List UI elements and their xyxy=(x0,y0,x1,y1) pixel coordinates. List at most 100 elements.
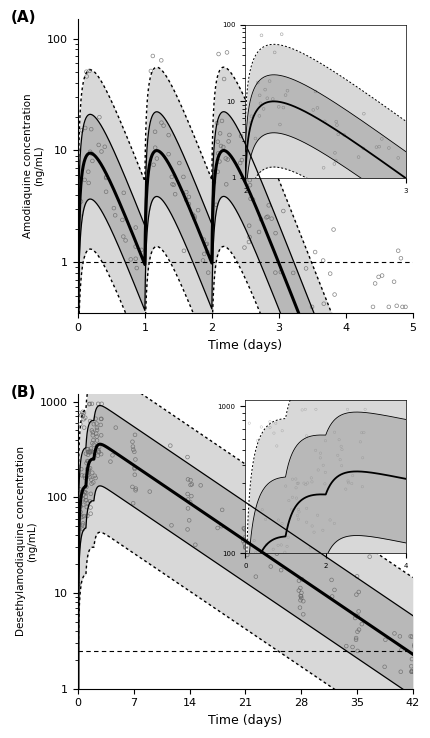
Point xyxy=(238,154,245,166)
Point xyxy=(86,446,93,458)
Point xyxy=(77,410,84,421)
Point xyxy=(150,159,157,170)
Point xyxy=(165,129,172,141)
Point xyxy=(80,499,86,511)
Point xyxy=(112,421,119,433)
Point xyxy=(102,171,109,183)
Point xyxy=(92,413,99,424)
Point xyxy=(410,639,417,651)
Point xyxy=(267,213,274,224)
Point xyxy=(81,486,88,498)
Point xyxy=(80,413,87,425)
Point xyxy=(76,210,83,221)
Point xyxy=(355,624,362,635)
Point xyxy=(189,209,196,221)
Point xyxy=(80,421,87,433)
Point xyxy=(202,238,209,250)
Point xyxy=(252,570,259,582)
Point xyxy=(146,486,153,497)
Point xyxy=(246,174,252,186)
Point xyxy=(131,429,138,441)
Point xyxy=(216,128,223,139)
Point xyxy=(78,125,85,137)
Point xyxy=(75,407,82,418)
Point xyxy=(242,524,249,536)
Point xyxy=(97,413,104,425)
Point xyxy=(182,194,189,206)
Point xyxy=(75,578,82,590)
Point xyxy=(319,255,326,266)
Point xyxy=(84,444,91,455)
Y-axis label: Amodiaquine concentration
(ng/mL): Amodiaquine concentration (ng/mL) xyxy=(23,94,44,238)
Point xyxy=(96,111,103,123)
Point xyxy=(374,271,381,283)
Point xyxy=(222,179,229,190)
Point xyxy=(76,506,83,518)
Point xyxy=(84,497,91,509)
Point xyxy=(85,446,92,458)
Point xyxy=(97,419,104,431)
Point xyxy=(185,198,192,210)
Point xyxy=(77,506,84,518)
Point xyxy=(168,520,175,531)
Point xyxy=(87,502,94,514)
Point xyxy=(352,632,359,644)
Point xyxy=(89,467,95,479)
Point xyxy=(81,470,88,482)
Point xyxy=(88,123,95,135)
Point xyxy=(200,248,207,260)
Point xyxy=(246,231,252,243)
Point xyxy=(240,241,247,253)
Point xyxy=(326,268,333,280)
Point xyxy=(77,509,83,521)
Point xyxy=(267,561,273,573)
Point xyxy=(101,141,108,153)
Point xyxy=(240,523,247,534)
Point xyxy=(215,48,221,60)
Point xyxy=(342,641,349,652)
Point xyxy=(102,172,109,184)
Point xyxy=(93,435,100,446)
Point xyxy=(92,428,99,440)
Point xyxy=(236,157,243,169)
Point xyxy=(271,227,278,239)
Point xyxy=(299,596,306,607)
Point xyxy=(83,463,90,475)
Point xyxy=(203,238,210,249)
Point xyxy=(408,631,415,643)
Point xyxy=(158,117,165,128)
Point xyxy=(78,486,85,497)
Point xyxy=(89,477,96,489)
Point xyxy=(353,570,359,582)
Point xyxy=(225,129,232,141)
Point xyxy=(273,548,280,559)
Point xyxy=(180,171,187,183)
Point xyxy=(398,301,405,313)
Text: (B): (B) xyxy=(11,385,36,400)
Point xyxy=(86,462,93,474)
Point xyxy=(86,472,93,483)
Point xyxy=(122,235,129,246)
Point xyxy=(354,586,361,598)
Point xyxy=(80,407,87,418)
Point xyxy=(217,140,224,152)
Point xyxy=(277,266,284,278)
Point xyxy=(81,174,88,186)
Point xyxy=(240,535,246,547)
Point xyxy=(77,500,84,512)
Point xyxy=(187,475,194,486)
Point xyxy=(129,444,136,455)
Point xyxy=(120,231,126,243)
Point xyxy=(77,497,83,509)
Point xyxy=(90,439,97,451)
Point xyxy=(297,587,304,599)
Point xyxy=(109,449,116,461)
Point xyxy=(223,46,230,58)
Point xyxy=(296,594,303,606)
Point xyxy=(410,641,417,652)
Point xyxy=(88,398,95,410)
Point xyxy=(93,424,100,436)
Point xyxy=(86,398,93,410)
Point xyxy=(264,516,270,528)
Point xyxy=(222,153,229,165)
